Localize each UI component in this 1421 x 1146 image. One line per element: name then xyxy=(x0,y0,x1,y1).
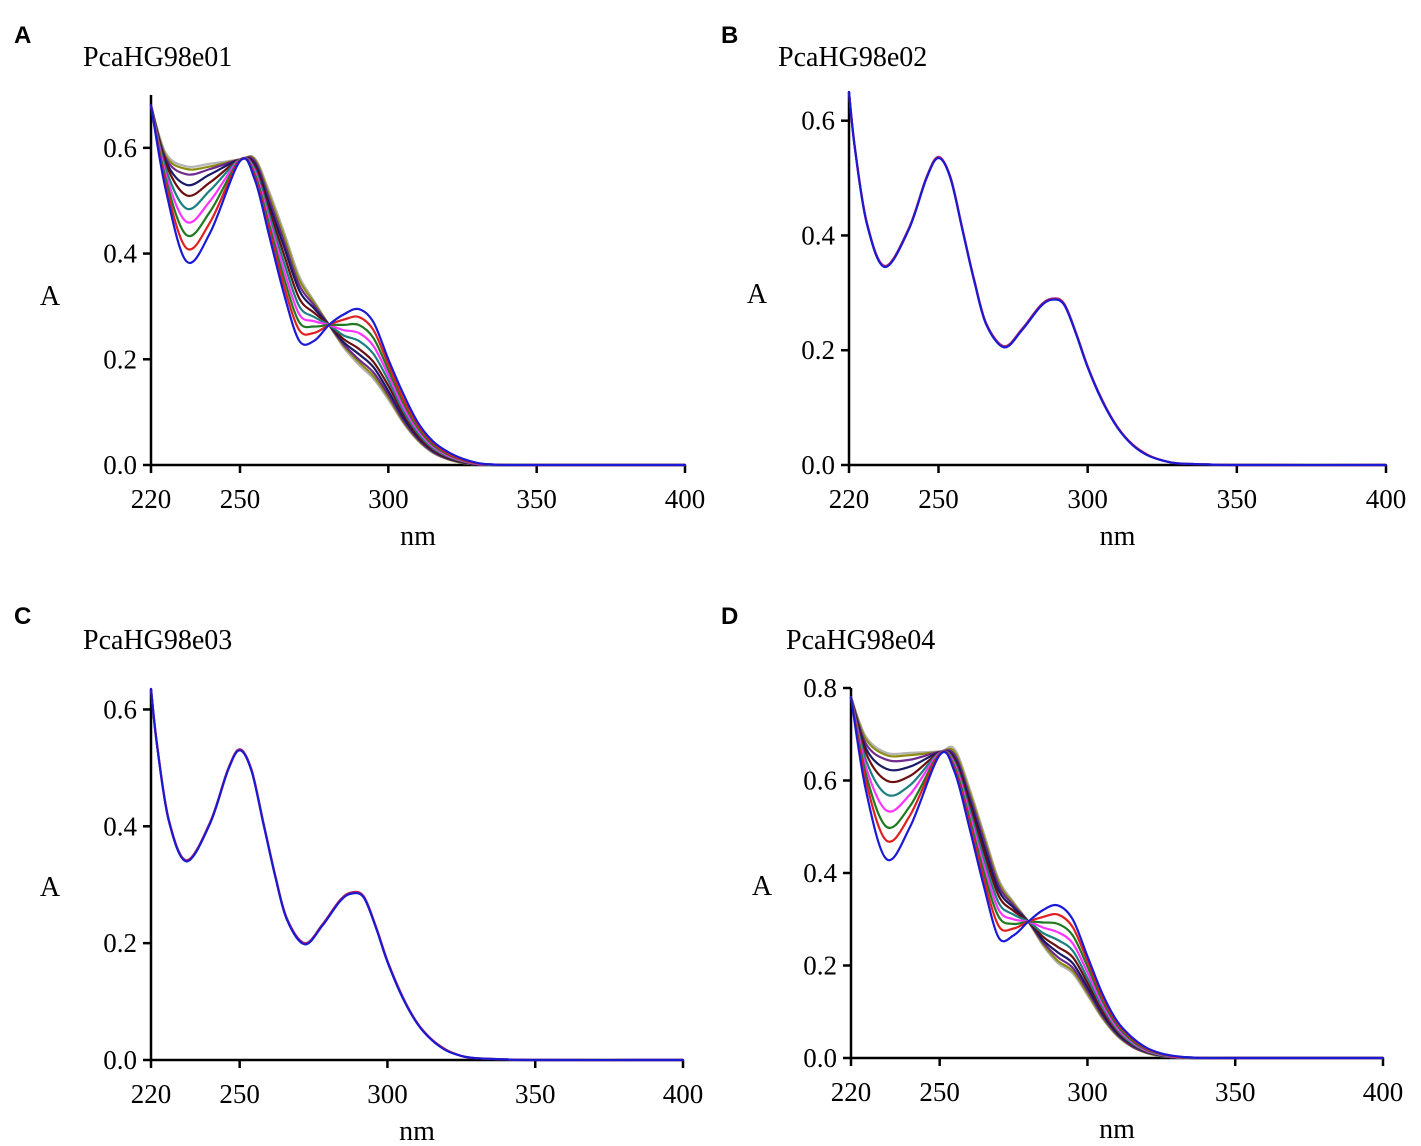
y-tick-label: 0.0 xyxy=(103,450,137,480)
y-tick-label: 0.2 xyxy=(103,928,137,958)
x-tick-label: 250 xyxy=(219,1079,260,1109)
series-line-t2 xyxy=(847,90,1388,467)
x-tick-label: 250 xyxy=(220,484,261,514)
series-line-t4 xyxy=(149,104,687,467)
y-tick-label: 0.4 xyxy=(801,220,835,250)
y-axis-label: A xyxy=(752,871,773,902)
panel-letter-a: A xyxy=(14,22,31,49)
y-tick-label: 0.4 xyxy=(803,858,837,888)
series-line-t1 xyxy=(149,104,687,467)
x-tick-label: 300 xyxy=(367,1079,408,1109)
x-tick-label: 350 xyxy=(515,1079,556,1109)
series-line-t9 xyxy=(149,104,687,467)
y-tick-label: 0.6 xyxy=(103,694,137,724)
plot-area-a: 220 250 300 350 400 0.0 0.2 0.4 0.6 nm A xyxy=(40,95,705,552)
y-tick-label: 0.4 xyxy=(103,239,137,269)
x-tick-label: 350 xyxy=(1215,1077,1256,1107)
panel-d: D PcaHG98e04 220 250 300 350 400 0.0 0.2 0.4 0.6… xyxy=(721,603,1403,1145)
y-tick-label: 0.4 xyxy=(103,811,137,841)
x-axis-label: nm xyxy=(399,1116,435,1146)
y-tick-label: 0.6 xyxy=(801,106,835,136)
x-axis-label: nm xyxy=(400,521,436,552)
series-line-t5 xyxy=(149,104,687,467)
x-tick-label: 250 xyxy=(918,484,959,514)
panel-a: A PcaHG98e01 220 250 300 350 400 0.0 0.2 0.4 0.6… xyxy=(14,22,705,552)
x-tick-label: 350 xyxy=(516,484,557,514)
panel-c: C PcaHG98e03 220 250 300 350 400 0.0 0.2 0.4 0.6… xyxy=(14,603,703,1146)
x-tick-label: 220 xyxy=(831,1077,872,1107)
panel-title-c: PcaHG98e03 xyxy=(83,625,232,656)
panel-b: B PcaHG98e02 220 250 300 350 400 0.0 0.2 0.4 0.6… xyxy=(721,22,1406,552)
series-line-t3 xyxy=(149,687,685,1062)
x-tick-label: 220 xyxy=(829,484,870,514)
y-tick-label: 0.0 xyxy=(803,1043,837,1073)
panel-letter-d: D xyxy=(721,603,738,630)
series-line-t3 xyxy=(149,104,687,467)
plot-area-c: 220 250 300 350 400 0.0 0.2 0.4 0.6 nm A xyxy=(40,687,704,1146)
series-line-t2 xyxy=(149,104,687,467)
x-tick-label: 350 xyxy=(1217,484,1258,514)
y-tick-label: 0.0 xyxy=(103,1045,137,1075)
series-line-t6 xyxy=(149,104,687,467)
x-tick-label: 250 xyxy=(919,1077,960,1107)
plot-area-d: 220 250 300 350 400 0.0 0.2 0.4 0.6 0.8 nm A xyxy=(752,673,1403,1145)
x-tick-label: 220 xyxy=(131,1079,172,1109)
y-tick-label: 0.8 xyxy=(803,673,837,703)
panel-title-d: PcaHG98e04 xyxy=(786,625,935,656)
series-line-t2 xyxy=(149,687,685,1062)
series-line-t7 xyxy=(149,104,687,467)
y-tick-label: 0.2 xyxy=(103,344,137,374)
series-line-t10 xyxy=(849,696,1385,1060)
panel-letter-c: C xyxy=(14,603,31,630)
y-tick-label: 0.6 xyxy=(803,766,837,796)
y-tick-label: 0.2 xyxy=(801,335,835,365)
plot-area-b: 220 250 300 350 400 0.0 0.2 0.4 0.6 nm A xyxy=(747,90,1407,552)
x-tick-label: 220 xyxy=(131,484,172,514)
x-tick-label: 400 xyxy=(663,1079,704,1109)
x-axis-label: nm xyxy=(1099,1114,1135,1145)
series-line-t1 xyxy=(847,90,1388,467)
series-line-t8 xyxy=(149,104,687,467)
x-tick-label: 400 xyxy=(1366,484,1407,514)
series-line-t1 xyxy=(849,696,1385,1060)
series-line-t10 xyxy=(149,104,687,467)
x-tick-label: 300 xyxy=(1067,1077,1108,1107)
panel-title-a: PcaHG98e01 xyxy=(83,42,232,73)
x-tick-label: 300 xyxy=(1067,484,1108,514)
x-tick-label: 300 xyxy=(368,484,409,514)
panel-letter-b: B xyxy=(721,22,738,49)
x-axis-label: nm xyxy=(1100,521,1136,552)
y-axis-label: A xyxy=(40,281,61,312)
series-line-t1 xyxy=(149,687,685,1062)
y-axis-label: A xyxy=(40,872,61,903)
x-tick-label: 400 xyxy=(665,484,706,514)
series-line-t3 xyxy=(847,90,1388,467)
y-tick-label: 0.0 xyxy=(801,450,835,480)
panel-title-b: PcaHG98e02 xyxy=(778,42,927,73)
y-tick-label: 0.2 xyxy=(803,951,837,981)
x-tick-label: 400 xyxy=(1363,1077,1404,1107)
y-tick-label: 0.6 xyxy=(103,133,137,163)
y-axis-label: A xyxy=(747,279,768,310)
